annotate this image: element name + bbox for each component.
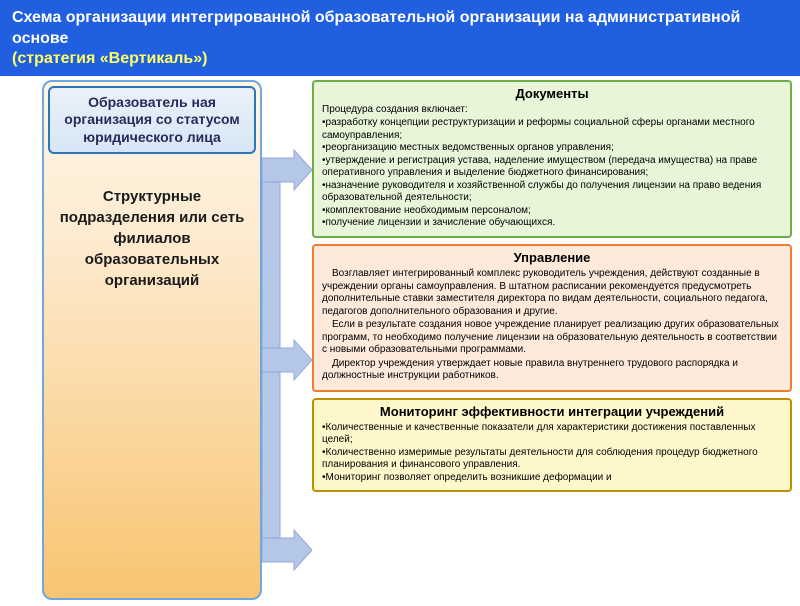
documents-bullet: •реорганизацию местных ведомственных орг… [322,142,782,155]
management-panel: Управление Возглавляет интегрированный к… [312,244,792,392]
monitoring-bullet: •Количественно измеримые результаты деят… [322,447,782,472]
org-status-box: Образователь ная организация со статусом… [48,86,256,155]
arrows-connector [262,80,312,600]
management-title: Управление [322,250,782,266]
management-body: Возглавляет интегрированный комплекс рук… [322,268,782,383]
documents-bullets: •разработку концепции реструктуризации и… [322,117,782,230]
documents-bullet: •утверждение и регистрация устава, надел… [322,155,782,180]
content-area: Образователь ная организация со статусом… [0,76,800,606]
right-column: Документы Процедура создания включает: •… [312,80,792,493]
left-column: Образователь ная организация со статусом… [42,80,262,600]
header: Схема организации интегрированной образо… [0,0,800,76]
documents-bullet: •назначение руководителя и хозяйственной… [322,180,782,205]
documents-title: Документы [322,86,782,102]
monitoring-body: •Количественные и качественные показател… [322,422,782,485]
header-title: Схема организации интегрированной образо… [12,8,788,50]
documents-bullet: •комплектование необходимым персоналом; [322,205,782,218]
documents-body: Процедура создания включает: •разработку… [322,104,782,230]
monitoring-panel: Мониторинг эффективности интеграции учре… [312,398,792,493]
monitoring-bullet: •Мониторинг позволяет определить возникш… [322,472,782,485]
documents-bullet: •получение лицензии и зачисление обучающ… [322,217,782,230]
monitoring-bullet: •Количественные и качественные показател… [322,422,782,447]
documents-bullet: •разработку концепции реструктуризации и… [322,117,782,142]
subdivisions-box: Структурные подразделения или сеть филиа… [44,158,260,598]
management-para: Возглавляет интегрированный комплекс рук… [322,268,782,318]
documents-panel: Документы Процедура создания включает: •… [312,80,792,238]
monitoring-title: Мониторинг эффективности интеграции учре… [322,404,782,420]
header-subtitle: (стратегия «Вертикаль») [12,50,788,68]
documents-intro: Процедура создания включает: [322,104,782,117]
management-para: Директор учреждения утверждает новые пра… [322,358,782,383]
management-para: Если в результате создания новое учрежде… [322,319,782,357]
